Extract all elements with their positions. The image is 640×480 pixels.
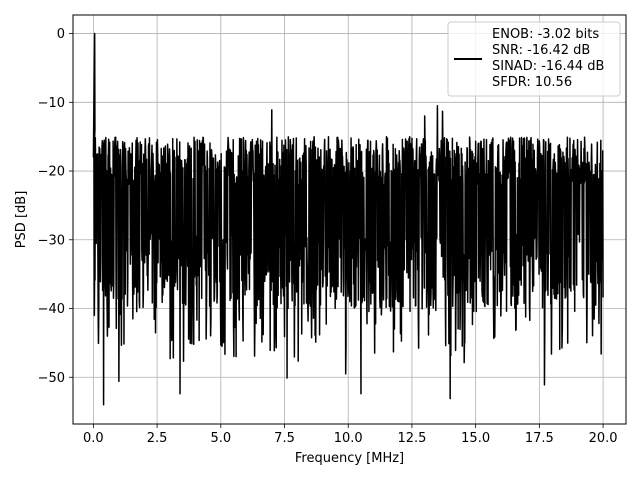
y-axis-ticks: 0 −10 −20 −30 −40 −50 [38, 27, 73, 386]
y-tick-label: −20 [38, 165, 65, 180]
x-tick-label: 10.0 [334, 431, 363, 446]
legend-line-sinad: SINAD: -16.44 dB [492, 59, 604, 74]
legend-box [447, 21, 621, 97]
plot-frame [72, 14, 627, 425]
psd-series-line [92, 32, 604, 406]
x-axis-ticks: 0.0 2.5 5.0 7.5 10.0 12.5 15.0 17.5 20.0 [83, 424, 618, 446]
x-tick-label: 20.0 [589, 431, 618, 446]
legend: ENOB: -3.02 bits SNR: -16.42 dB SINAD: -… [447, 21, 621, 97]
x-tick-label: 7.5 [274, 431, 295, 446]
y-axis-label: PSD [dB] [14, 191, 29, 249]
y-tick-label: −10 [38, 96, 65, 111]
x-tick-label: 15.0 [461, 431, 490, 446]
legend-line-snr: SNR: -16.42 dB [492, 43, 590, 58]
x-axis-label: Frequency [MHz] [295, 451, 404, 466]
x-tick-label: 12.5 [397, 431, 426, 446]
x-tick-label: 2.5 [147, 431, 168, 446]
series-layer [92, 32, 604, 406]
y-tick-label: −30 [38, 233, 65, 248]
y-tick-label: 0 [57, 27, 65, 42]
x-tick-label: 17.5 [525, 431, 554, 446]
legend-line-sfdr: SFDR: 10.56 [492, 75, 572, 90]
x-tick-label: 5.0 [210, 431, 231, 446]
legend-line-enob: ENOB: -3.02 bits [492, 27, 599, 42]
x-tick-label: 0.0 [83, 431, 104, 446]
y-tick-label: −50 [38, 371, 65, 386]
y-tick-label: −40 [38, 302, 65, 317]
